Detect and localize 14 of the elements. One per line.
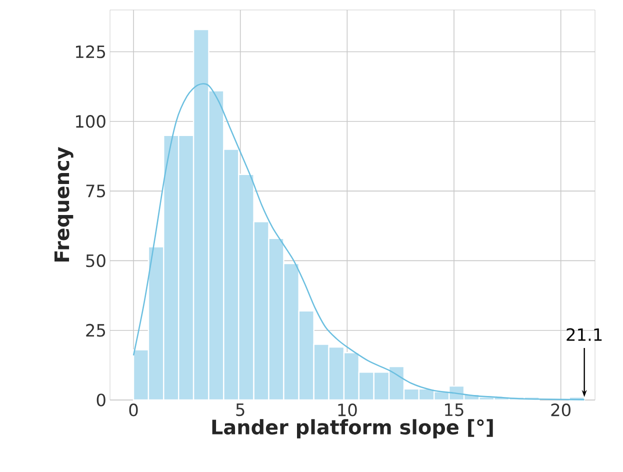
x-tick-label: 10: [338, 403, 357, 416]
x-axis-title: Lander platform slope [°]: [212, 419, 493, 438]
y-tick-label: 75: [86, 184, 106, 198]
y-tick-label: 0: [96, 394, 106, 406]
y-tick-label: 125: [76, 45, 105, 58]
x-tick-label: 5: [236, 404, 244, 416]
y-tick-label: 50: [86, 254, 106, 268]
x-tick-label: 15: [445, 404, 464, 416]
y-tick-label: 100: [76, 115, 106, 128]
y-tick-label: 25: [86, 324, 106, 337]
y-axis-title: Frequency: [54, 147, 74, 262]
x-tick-label: 20: [551, 403, 570, 416]
annotation: 21.1: [566, 328, 602, 341]
x-tick-label: 0: [129, 403, 138, 416]
